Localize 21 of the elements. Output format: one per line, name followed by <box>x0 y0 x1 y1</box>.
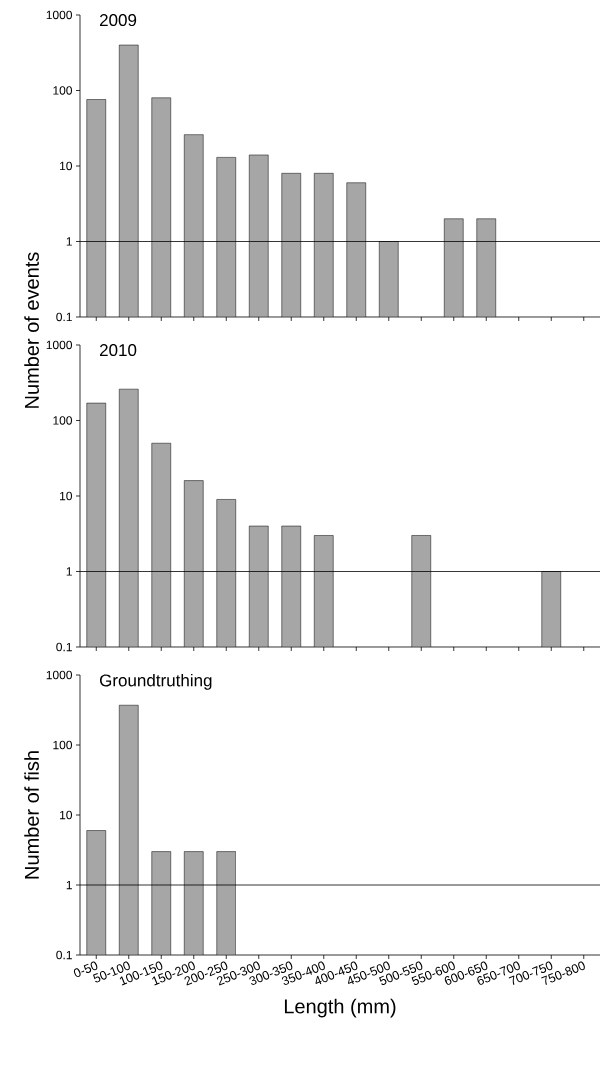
y-tick-label: 1000 <box>46 10 72 20</box>
y-tick-label: 1 <box>66 880 72 890</box>
chart-title: 2009 <box>99 14 137 27</box>
y-tick-label: 100 <box>53 86 73 95</box>
y-tick-label: 100 <box>53 416 73 425</box>
y-tick-label: 1000 <box>46 340 72 350</box>
y-tick-label: 100 <box>53 740 73 750</box>
y-tick-label: 0.1 <box>56 642 72 652</box>
y-tick-label: 1000 <box>46 670 72 680</box>
y-tick-label: 1 <box>66 237 72 246</box>
y-tick-label: 10 <box>60 810 73 820</box>
chart-title: Groundtruthing <box>99 673 212 690</box>
y-axis-title: Number of events <box>24 252 39 408</box>
y-tick-label: 1 <box>66 567 72 576</box>
chart-title: 2010 <box>99 344 137 357</box>
y-tick-label: 10 <box>60 161 73 171</box>
y-tick-label: 0.1 <box>56 312 72 322</box>
y-tick-label: 10 <box>60 491 73 501</box>
y-tick-label: 0.1 <box>56 950 72 960</box>
y-axis-title: Number of fish <box>24 751 39 879</box>
x-axis-title: Length (mm) <box>284 998 396 1018</box>
